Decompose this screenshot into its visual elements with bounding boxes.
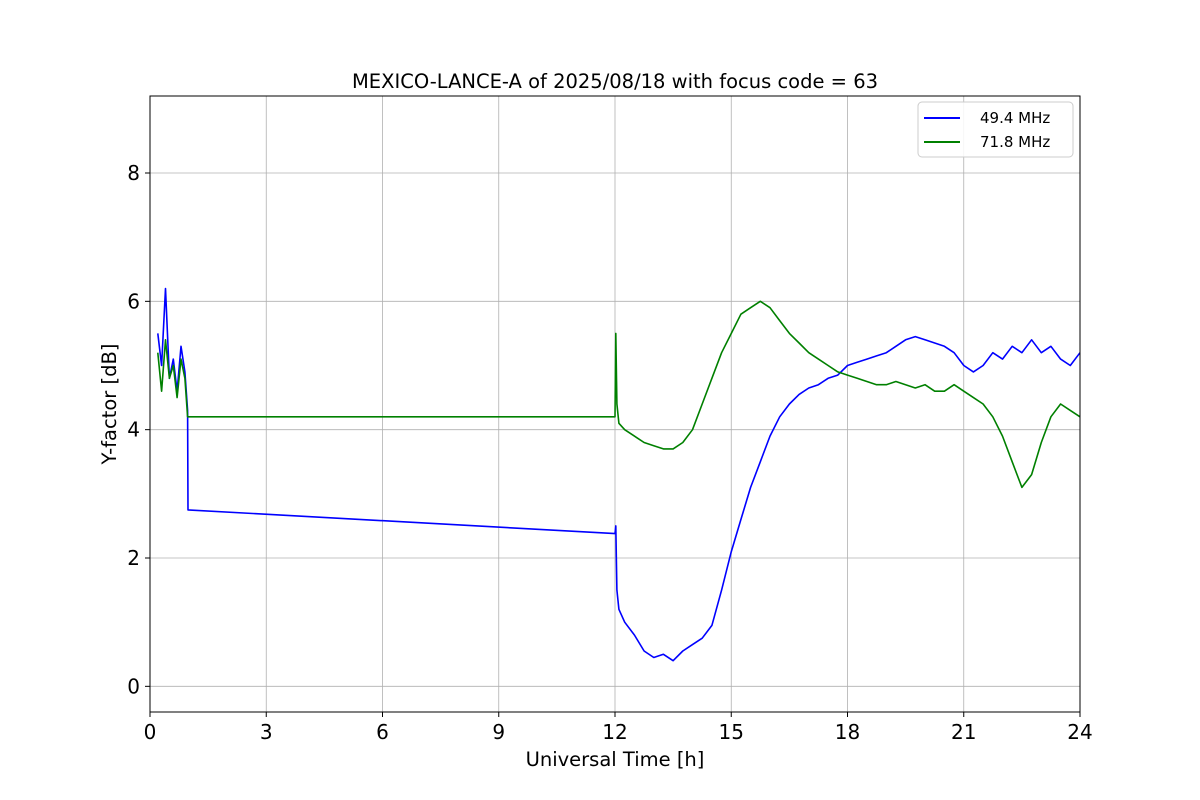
legend-label: 49.4 MHz (980, 109, 1050, 127)
x-tick-label: 12 (602, 720, 627, 744)
x-tick-label: 24 (1067, 720, 1092, 744)
x-tick-label: 9 (492, 720, 505, 744)
x-tick-label: 6 (376, 720, 389, 744)
x-tick-label: 15 (719, 720, 744, 744)
y-axis-ticks: 0 2 4 6 8 (127, 161, 150, 698)
y-tick-label: 4 (127, 418, 140, 442)
y-tick-label: 6 (127, 289, 140, 313)
y-tick-label: 0 (127, 674, 140, 698)
y-tick-label: 8 (127, 161, 140, 185)
x-tick-label: 18 (835, 720, 860, 744)
series-line-2 (157, 300, 1081, 489)
x-axis-label: Universal Time [h] (526, 748, 705, 771)
x-tick-label: 3 (260, 720, 273, 744)
chart-title: MEXICO-LANCE-A of 2025/08/18 with focus … (352, 70, 878, 93)
legend: 49.4 MHz 71.8 MHz (917, 101, 1074, 158)
series-line-1 (157, 287, 1081, 662)
x-tick-label: 0 (144, 720, 157, 744)
series-lines (157, 287, 1081, 662)
x-tick-label: 21 (951, 720, 976, 744)
legend-label: 71.8 MHz (980, 133, 1050, 151)
y-tick-label: 2 (127, 546, 140, 570)
y-axis-label: Y-factor [dB] (98, 344, 121, 466)
x-axis-ticks: 0 3 6 9 12 15 18 21 24 (144, 712, 1093, 744)
legend-box (917, 101, 1074, 158)
